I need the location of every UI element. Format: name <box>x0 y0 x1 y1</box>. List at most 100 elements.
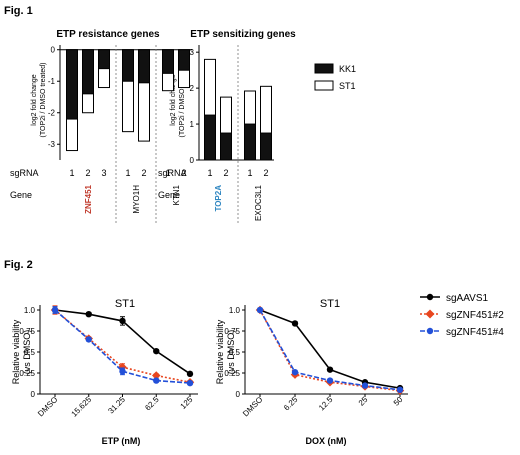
resistance-ytick-label-2: -2 <box>48 109 56 118</box>
etp-point-0 <box>153 347 160 355</box>
legend-label-sgznf451-4: sgZNF451#4 <box>446 327 504 338</box>
etp-xtick-label-1: 15.625 <box>69 395 93 419</box>
dox-point-2 <box>396 386 404 393</box>
dox-ylabel: Relative viability (vs DMSO) <box>215 319 236 384</box>
etp-ytick-label-2: 0.5 <box>24 348 36 357</box>
dox-point-2 <box>361 382 369 389</box>
etp-xlabel: ETP (nM) <box>102 436 141 446</box>
dox-point-0 <box>326 366 334 373</box>
resistance-gene-label: MYO1H <box>132 185 141 214</box>
legend-label-st1: ST1 <box>339 81 356 91</box>
dox-ytick-label-0: 0 <box>236 390 241 399</box>
dox-xtick-label-1: 6.25 <box>282 395 300 413</box>
sensitizing-ylabel: log2 fold change (TOP2i / DMSO treated) <box>170 63 186 138</box>
svg-text:Relative viability: Relative viability <box>215 319 225 384</box>
sensitizing-ytick-label-3: 3 <box>190 48 195 57</box>
resistance-bar-kk1 <box>122 49 134 82</box>
dox-ytick-label-3: 0.75 <box>224 327 240 336</box>
resistance-sgrna-label: sgRNA <box>10 168 39 178</box>
legend-marker-sgznf451-4 <box>426 327 434 335</box>
fig1-label: Fig. 1 <box>4 5 33 17</box>
etp-ytick-label-0: 0 <box>31 390 36 399</box>
svg-text:(vs DMSO): (vs DMSO) <box>22 330 32 375</box>
legend-swatch-st1 <box>314 80 334 91</box>
legend-marker-sgznf451-2 <box>425 309 435 319</box>
etp-ytick-label-3: 0.75 <box>19 327 35 336</box>
dox-point-0 <box>291 320 299 327</box>
sensitizing-sgrna-label: 2 <box>263 168 268 178</box>
dox-point-2 <box>291 368 299 376</box>
resistance-gene-label: ZNF451 <box>84 184 93 213</box>
resistance-bar-kk1 <box>178 49 190 71</box>
etp-point-2 <box>85 336 92 343</box>
resistance-bar-kk1 <box>98 49 110 70</box>
etp-xtick-label-4: 125 <box>179 395 195 411</box>
fig2-legend: sgAAVS1 sgZNF451#2 sgZNF451#4 <box>420 293 504 338</box>
sensitizing-sgrna-label: 2 <box>223 168 228 178</box>
etp-point-2 <box>186 379 194 387</box>
resistance-ytick-label-0: 0 <box>51 46 56 55</box>
etp-ylabel: Relative viability (vs DMSO) <box>11 319 32 384</box>
resistance-bar-kk1 <box>138 49 150 84</box>
dox-ytick-label-1: 0.25 <box>224 369 240 378</box>
dox-xtick-label-4: 50 <box>392 395 405 408</box>
etp-point-0 <box>85 311 92 318</box>
resistance-sgrna-label: 2 <box>141 168 146 178</box>
etp-ytick-label-1: 0.25 <box>19 369 35 378</box>
sensitizing-sgrna-label: sgRNA <box>158 168 187 178</box>
dox-point-2 <box>326 377 334 384</box>
resistance-bar-kk1 <box>82 49 94 95</box>
dox-point-2 <box>256 306 264 314</box>
sensitizing-ytick-label-0: 0 <box>190 156 195 165</box>
dox-xtick-label-2: 12.5 <box>317 395 335 413</box>
svg-text:(vs DMSO): (vs DMSO) <box>226 330 236 375</box>
legend-marker-sgaavs1 <box>426 293 434 301</box>
svg-text:log2 fold change: log2 fold change <box>170 74 177 125</box>
legend-label-sgaavs1: sgAAVS1 <box>446 293 488 304</box>
etp-point-1 <box>152 371 161 380</box>
resistance-sgrna-label: 2 <box>181 168 186 178</box>
sensitizing-gene-label: EXOC3L1 <box>254 184 263 221</box>
etp-point-2 <box>119 368 126 375</box>
resistance-sgrna-label: 1 <box>69 168 74 178</box>
legend-swatch-kk1 <box>314 63 334 74</box>
dox-xlabel: DOX (nM) <box>306 436 347 446</box>
fig1-legend: KK1 ST1 <box>314 63 356 91</box>
resistance-bar-kk1 <box>66 49 78 120</box>
svg-text:(TOP2i / DMSO treated): (TOP2i / DMSO treated) <box>40 63 47 138</box>
resistance-gene-label: KTN1 <box>172 184 181 205</box>
dox-xtick-label-0: DMSO <box>241 395 264 418</box>
resistance-sgrna-label: 1 <box>125 168 130 178</box>
resistance-title: ETP resistance genes <box>56 29 160 40</box>
dox-ytick-label-4: 1.0 <box>229 306 241 315</box>
sensitizing-bar-kk1 <box>244 123 256 161</box>
etp-xtick-label-2: 31.25 <box>106 395 127 416</box>
sensitizing-gene-label: TOP2A <box>214 185 223 212</box>
legend-label-sgznf451-2: sgZNF451#2 <box>446 310 504 321</box>
sensitizing-bar-kk1 <box>204 114 216 161</box>
resistance-ytick-label-1: -1 <box>48 77 56 86</box>
sensitizing-sgrna-label: 1 <box>207 168 212 178</box>
resistance-ylabel: log2 fold change (TOP2i / DMSO treated) <box>31 63 47 138</box>
sensitizing-ytick-label-2: 2 <box>190 84 195 93</box>
etp-panel-title: ST1 <box>115 298 135 310</box>
etp-ytick-label-4: 1.0 <box>24 306 36 315</box>
etp-point-2 <box>51 306 59 314</box>
svg-text:log2 fold change: log2 fold change <box>31 74 38 125</box>
resistance-sgrna-label: 1 <box>165 168 170 178</box>
svg-text:Relative viability: Relative viability <box>11 319 21 384</box>
fig2-label: Fig. 2 <box>4 259 33 271</box>
sensitizing-title: ETP sensitizing genes <box>190 29 296 40</box>
svg-text:(TOP2i / DMSO treated): (TOP2i / DMSO treated) <box>179 63 186 138</box>
etp-point-2 <box>153 377 160 384</box>
sensitizing-gene-label: Gene <box>158 190 180 200</box>
etp-xtick-label-3: 62.5 <box>143 395 161 413</box>
dox-panel-title: ST1 <box>320 298 340 310</box>
resistance-gene-label: Gene <box>10 190 32 200</box>
etp-point-0 <box>119 317 126 325</box>
resistance-sgrna-label: 3 <box>101 168 106 178</box>
etp-point-0 <box>186 370 194 378</box>
resistance-ytick-label-3: -3 <box>48 140 56 149</box>
